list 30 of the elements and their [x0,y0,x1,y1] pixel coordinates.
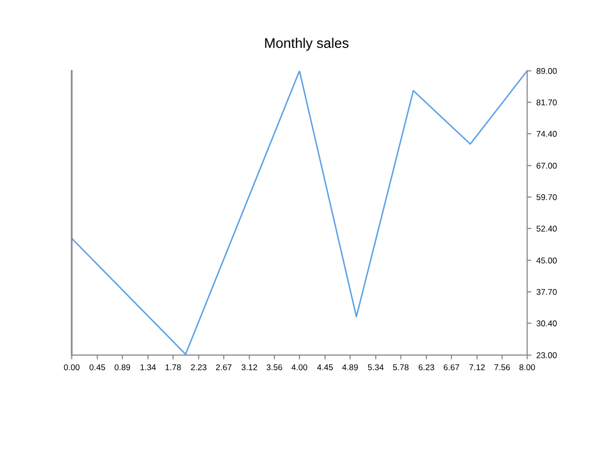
y-tick-label: 23.00 [536,352,557,358]
x-tick-label: 5.78 [393,364,409,370]
x-tick-label: 3.56 [266,364,282,370]
y-tick-label: 89.00 [536,68,557,74]
x-tick-label: 1.34 [140,364,156,370]
x-tick-label: 4.45 [317,364,333,370]
x-tick-label: 0.45 [90,364,106,370]
y-tick-label: 52.40 [536,226,557,232]
x-tick-label: 7.12 [469,364,485,370]
y-tick-label: 59.70 [536,194,557,200]
x-tick-label: 0.00 [64,364,80,370]
x-tick-label: 2.67 [216,364,232,370]
y-tick-label: 74.40 [536,130,557,137]
x-tick-label: 6.67 [444,364,460,370]
x-tick-label: 8.00 [519,364,535,370]
x-tick-label: 3.12 [242,364,258,370]
x-tick-label: 6.23 [418,364,434,370]
y-tick-label: 81.70 [536,99,557,106]
y-tick-label: 37.70 [536,288,557,295]
x-tick-label: 7.56 [494,364,510,370]
x-tick-label: 5.34 [368,364,384,370]
x-tick-label: 4.00 [292,364,308,370]
y-tick-label: 30.40 [536,320,557,326]
x-tick-label: 0.89 [114,364,130,370]
chart-title: Monthly sales [265,38,348,51]
x-tick-label: 1.78 [166,364,181,370]
y-tick-label: 67.00 [536,162,557,169]
y-tick-label: 45.00 [536,258,557,264]
x-tick-label: 2.23 [190,364,206,370]
x-tick-label: 4.89 [342,364,358,370]
